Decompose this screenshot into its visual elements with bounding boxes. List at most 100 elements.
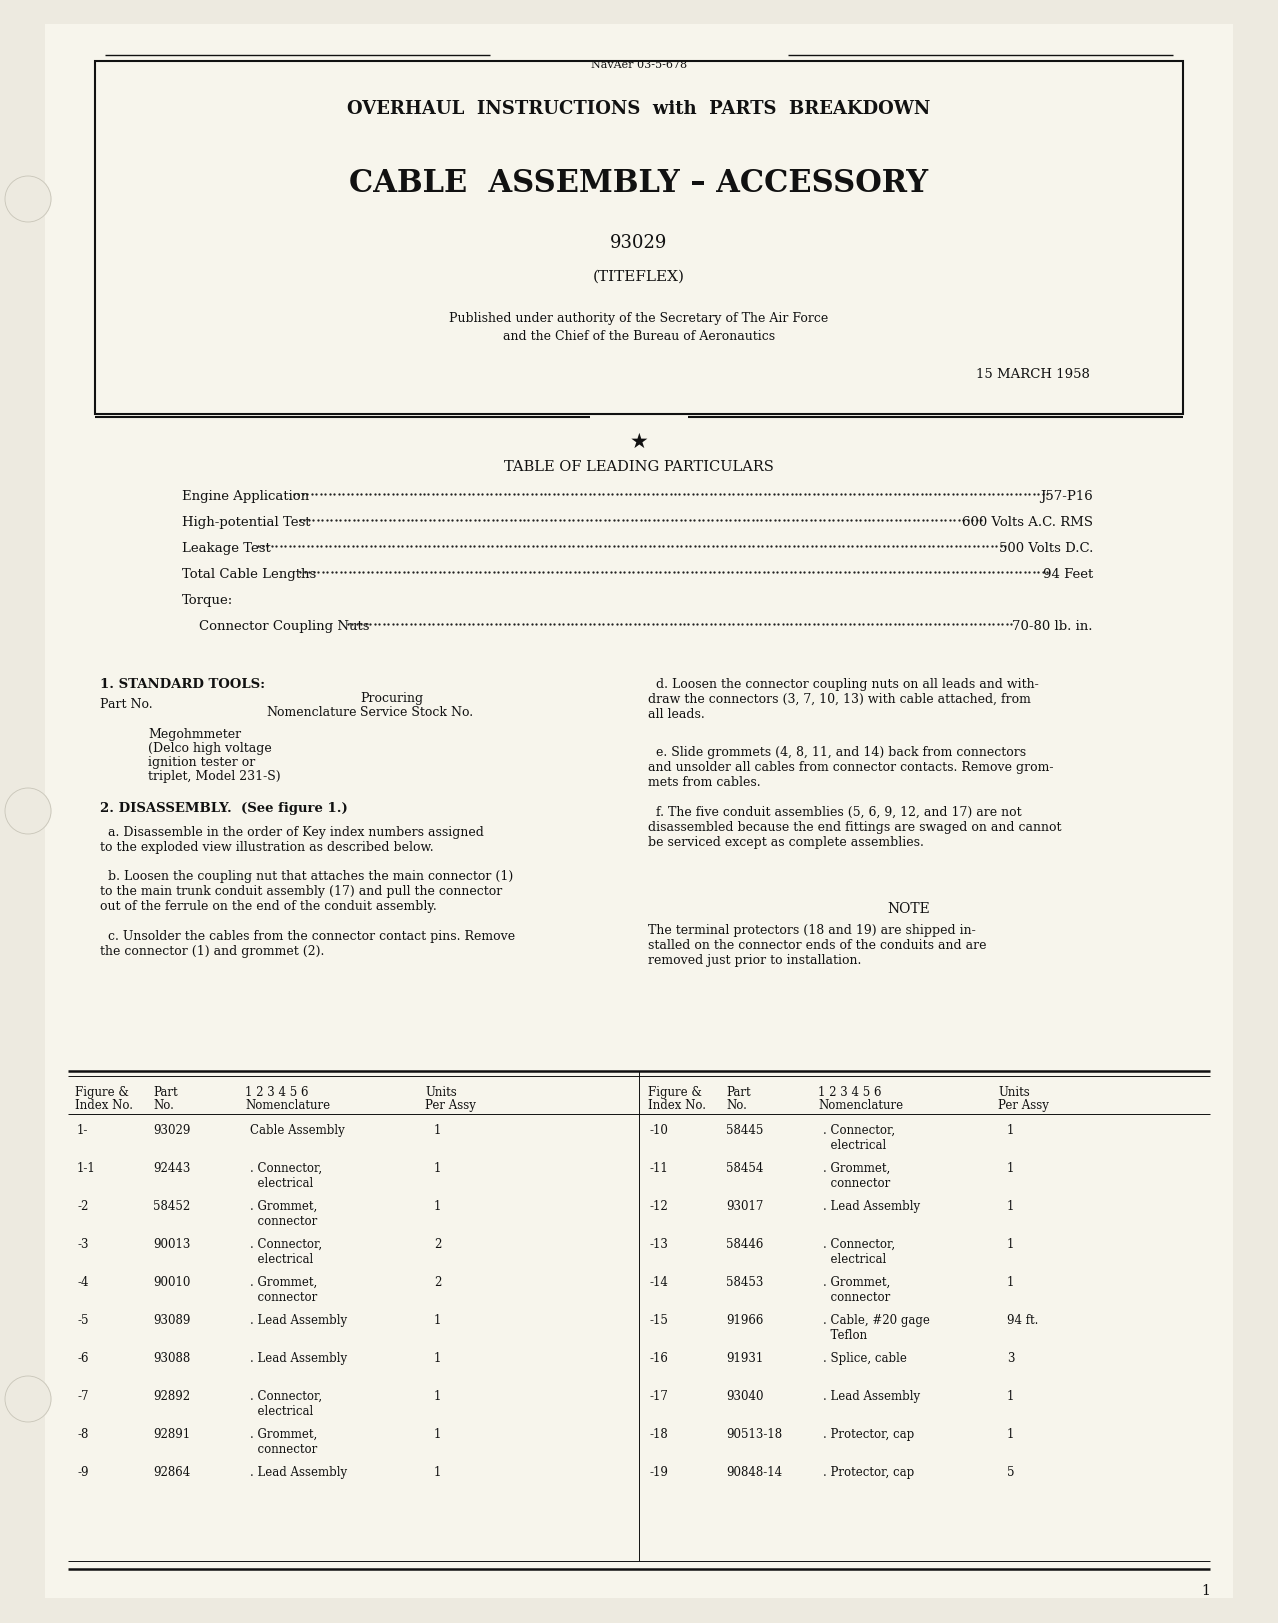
Text: -2: -2	[77, 1199, 88, 1212]
Text: 600 Volts A.C. RMS: 600 Volts A.C. RMS	[962, 516, 1093, 529]
Text: Leakage Test: Leakage Test	[181, 542, 271, 555]
Text: Index No.: Index No.	[75, 1099, 133, 1112]
Text: 1: 1	[435, 1352, 441, 1365]
Text: 90013: 90013	[153, 1237, 190, 1250]
Text: 1: 1	[1007, 1237, 1015, 1250]
Text: -4: -4	[77, 1276, 88, 1289]
Text: NOTE: NOTE	[888, 901, 930, 915]
Text: . Connector,
  electrical: . Connector, electrical	[823, 1123, 895, 1151]
Text: triplet, Model 231-S): triplet, Model 231-S)	[148, 769, 281, 782]
Text: Nomenclature: Nomenclature	[818, 1099, 904, 1112]
Text: 1: 1	[1201, 1582, 1210, 1597]
Text: e. Slide grommets (4, 8, 11, and 14) back from connectors
and unsolder all cable: e. Slide grommets (4, 8, 11, and 14) bac…	[648, 745, 1053, 789]
Text: Megohmmeter: Megohmmeter	[148, 727, 242, 740]
Text: 70-80 lb. in.: 70-80 lb. in.	[1012, 620, 1093, 633]
Text: 94 ft.: 94 ft.	[1007, 1313, 1038, 1326]
Text: . Grommet,
  connector: . Grommet, connector	[250, 1427, 317, 1456]
Text: Cable Assembly: Cable Assembly	[250, 1123, 345, 1136]
Text: 1: 1	[435, 1389, 441, 1402]
Text: No.: No.	[153, 1099, 174, 1112]
Text: -19: -19	[651, 1466, 668, 1479]
Text: . Connector,
  electrical: . Connector, electrical	[250, 1237, 322, 1266]
Text: Connector Coupling Nuts: Connector Coupling Nuts	[181, 620, 369, 633]
Text: Per Assy: Per Assy	[426, 1099, 475, 1112]
Text: OVERHAUL  INSTRUCTIONS  with  PARTS  BREAKDOWN: OVERHAUL INSTRUCTIONS with PARTS BREAKDO…	[348, 101, 930, 118]
Text: 93088: 93088	[153, 1352, 190, 1365]
Text: Engine Application: Engine Application	[181, 490, 309, 503]
Text: and the Chief of the Bureau of Aeronautics: and the Chief of the Bureau of Aeronauti…	[504, 329, 774, 342]
Text: J57-P16: J57-P16	[1040, 490, 1093, 503]
Text: 1: 1	[435, 1199, 441, 1212]
Text: f. The five conduit assemblies (5, 6, 9, 12, and 17) are not
disassembled becaus: f. The five conduit assemblies (5, 6, 9,…	[648, 805, 1062, 849]
Text: (Delco high voltage: (Delco high voltage	[148, 742, 272, 755]
Text: No.: No.	[726, 1099, 746, 1112]
Text: 1. STANDARD TOOLS:: 1. STANDARD TOOLS:	[100, 677, 265, 690]
Circle shape	[5, 177, 51, 222]
Text: -16: -16	[651, 1352, 668, 1365]
Circle shape	[5, 1376, 51, 1422]
Text: 93040: 93040	[726, 1389, 763, 1402]
Text: . Cable, #20 gage
  Teflon: . Cable, #20 gage Teflon	[823, 1313, 930, 1341]
Text: ignition tester or: ignition tester or	[148, 756, 256, 769]
Text: 1: 1	[1007, 1199, 1015, 1212]
Text: . Grommet,
  connector: . Grommet, connector	[823, 1276, 891, 1303]
Text: Index No.: Index No.	[648, 1099, 705, 1112]
Text: 1: 1	[435, 1427, 441, 1440]
Text: High-potential Test: High-potential Test	[181, 516, 311, 529]
Text: -18: -18	[651, 1427, 668, 1440]
Text: 90513-18: 90513-18	[726, 1427, 782, 1440]
Text: 92864: 92864	[153, 1466, 190, 1479]
Text: 58445: 58445	[726, 1123, 763, 1136]
Text: Part No.: Part No.	[100, 698, 152, 711]
Text: -14: -14	[651, 1276, 668, 1289]
Text: 1: 1	[435, 1466, 441, 1479]
Text: Figure &: Figure &	[75, 1086, 129, 1099]
Text: 1 2 3 4 5 6: 1 2 3 4 5 6	[245, 1086, 308, 1099]
Text: Nomenclature: Nomenclature	[266, 706, 357, 719]
Text: . Connector,
  electrical: . Connector, electrical	[823, 1237, 895, 1266]
Text: -3: -3	[77, 1237, 88, 1250]
Text: 1: 1	[435, 1123, 441, 1136]
Text: -17: -17	[651, 1389, 668, 1402]
Text: TABLE OF LEADING PARTICULARS: TABLE OF LEADING PARTICULARS	[504, 459, 774, 474]
Text: 1 2 3 4 5 6: 1 2 3 4 5 6	[818, 1086, 882, 1099]
Text: 93029: 93029	[611, 234, 667, 252]
Text: . Grommet,
  connector: . Grommet, connector	[250, 1276, 317, 1303]
Text: . Connector,
  electrical: . Connector, electrical	[250, 1389, 322, 1417]
Text: 15 MARCH 1958: 15 MARCH 1958	[976, 368, 1090, 381]
Text: Part: Part	[153, 1086, 178, 1099]
Text: 92891: 92891	[153, 1427, 190, 1440]
Text: -10: -10	[651, 1123, 668, 1136]
Text: Units: Units	[998, 1086, 1030, 1099]
Text: -15: -15	[651, 1313, 668, 1326]
Text: 2: 2	[435, 1237, 441, 1250]
Text: -9: -9	[77, 1466, 88, 1479]
Text: 93089: 93089	[153, 1313, 190, 1326]
Text: 1-: 1-	[77, 1123, 88, 1136]
Text: . Protector, cap: . Protector, cap	[823, 1466, 914, 1479]
Text: 90010: 90010	[153, 1276, 190, 1289]
Text: a. Disassemble in the order of Key index numbers assigned
to the exploded view i: a. Disassemble in the order of Key index…	[100, 826, 484, 854]
Text: Figure &: Figure &	[648, 1086, 702, 1099]
Text: . Lead Assembly: . Lead Assembly	[823, 1199, 920, 1212]
Text: -6: -6	[77, 1352, 88, 1365]
Text: 2. DISASSEMBLY.  (See figure 1.): 2. DISASSEMBLY. (See figure 1.)	[100, 802, 348, 815]
Text: d. Loosen the connector coupling nuts on all leads and with-
draw the connectors: d. Loosen the connector coupling nuts on…	[648, 677, 1039, 721]
Text: . Grommet,
  connector: . Grommet, connector	[823, 1162, 891, 1190]
Text: 92892: 92892	[153, 1389, 190, 1402]
Text: 1: 1	[1007, 1389, 1015, 1402]
Text: 3: 3	[1007, 1352, 1015, 1365]
Text: -8: -8	[77, 1427, 88, 1440]
Text: c. Unsolder the cables from the connector contact pins. Remove
the connector (1): c. Unsolder the cables from the connecto…	[100, 930, 515, 958]
Text: . Splice, cable: . Splice, cable	[823, 1352, 907, 1365]
Text: -11: -11	[651, 1162, 668, 1175]
Text: 90848-14: 90848-14	[726, 1466, 782, 1479]
Text: 1: 1	[1007, 1123, 1015, 1136]
Text: Procuring: Procuring	[360, 691, 423, 704]
Text: Per Assy: Per Assy	[998, 1099, 1049, 1112]
Text: -7: -7	[77, 1389, 88, 1402]
Text: . Lead Assembly: . Lead Assembly	[250, 1313, 348, 1326]
Text: Nomenclature: Nomenclature	[245, 1099, 330, 1112]
Text: -5: -5	[77, 1313, 88, 1326]
Text: NavAer 03-5-678: NavAer 03-5-678	[590, 60, 688, 70]
